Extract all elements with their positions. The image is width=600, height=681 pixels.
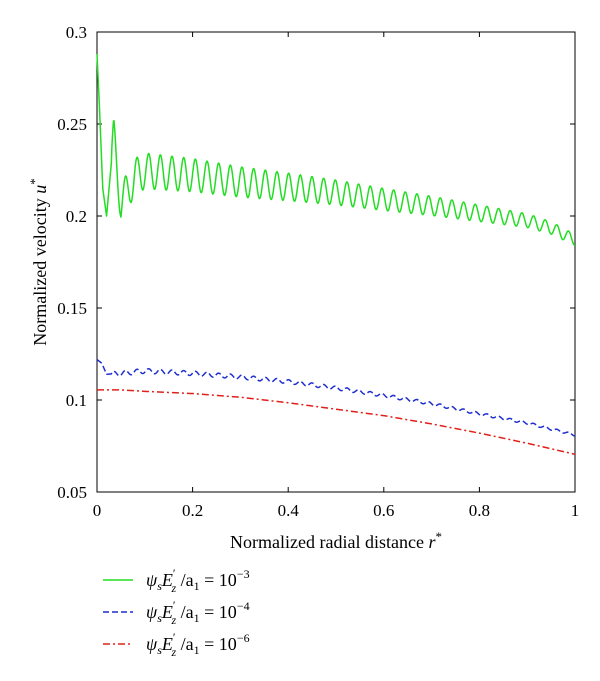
series-line-3	[97, 389, 576, 456]
y-tick-label: 0.05	[57, 483, 87, 502]
y-tick-label: 0.1	[66, 391, 87, 410]
axis-ticks: 0 0.2 0.4 0.6 0.8 1 0.05 0.1 0.15 0.2 0.25 0.3	[57, 23, 579, 520]
x-axis-variable: r	[428, 532, 436, 552]
plot-frame	[96, 31, 576, 493]
y-tick-label: 0.25	[57, 115, 87, 134]
y-axis-superscript: *	[27, 178, 42, 185]
x-tick-label: 0.6	[373, 501, 394, 520]
legend: ψsE′ z /a1 = 10−3 ψsE′ z /a1 = 10−4 ψsE′ z …	[103, 566, 250, 659]
y-tick-label: 0.3	[66, 23, 87, 42]
x-tick-label: 1	[571, 501, 580, 520]
x-tick-label: 0.2	[182, 501, 203, 520]
y-tick-label: 0.15	[57, 299, 87, 318]
series-line-2	[96, 358, 576, 437]
series-line-1	[96, 54, 576, 246]
x-axis-title-text: Normalized radial distance	[230, 532, 428, 552]
y-axis-title: Normalized velocity u*	[27, 178, 50, 345]
x-axis-superscript: *	[435, 529, 442, 544]
legend-label-3: ψsE′ z /a1 = 10−6	[146, 630, 250, 659]
x-tick-label: 0.4	[278, 501, 300, 520]
series-layer	[96, 54, 576, 456]
y-axis-variable: u	[30, 185, 50, 194]
x-tick-label: 0.8	[469, 501, 490, 520]
legend-label-2: ψsE′ z /a1 = 10−4	[146, 598, 250, 627]
legend-label-1: ψsE′ z /a1 = 10−3	[146, 566, 250, 595]
y-axis-title-text: Normalized velocity	[30, 194, 50, 346]
y-tick-label: 0.2	[66, 207, 87, 226]
x-axis-title: Normalized radial distance r*	[230, 529, 442, 552]
x-tick-label: 0	[93, 501, 102, 520]
